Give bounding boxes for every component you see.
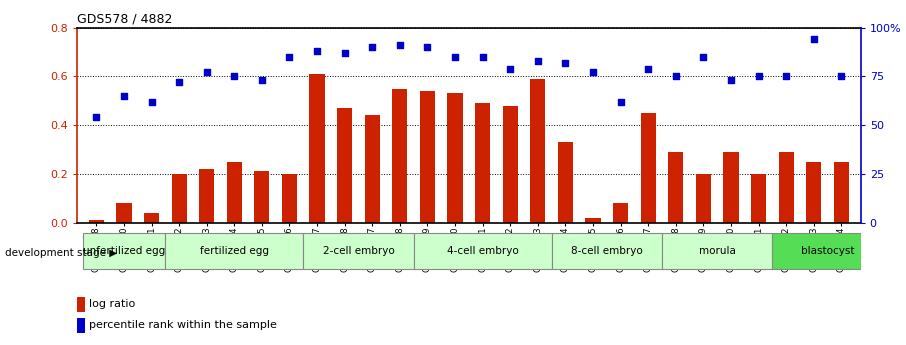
Bar [613,203,628,223]
Bar [414,233,552,269]
Point [641,66,655,71]
Point [613,99,628,105]
Bar [337,108,352,223]
Bar [778,152,794,223]
Point [586,70,601,75]
Bar [662,233,773,269]
Bar [834,161,849,223]
Point [227,73,242,79]
Point [392,42,407,48]
Bar [310,74,324,223]
Bar [199,169,215,223]
Point [669,73,683,79]
Bar [530,79,545,223]
Text: log ratio: log ratio [89,299,135,309]
Bar [226,161,242,223]
Point [144,99,159,105]
Bar [696,174,711,223]
Point [89,115,103,120]
Point [834,73,849,79]
Bar [419,91,435,223]
Bar [255,171,269,223]
Text: 2-cell embryo: 2-cell embryo [323,246,394,256]
Bar [669,152,683,223]
Text: blastocyst: blastocyst [801,246,854,256]
Bar [171,174,187,223]
Bar [585,218,601,223]
Bar [165,233,304,269]
Point [751,73,766,79]
Point [696,54,710,60]
Point [172,79,187,85]
Point [531,58,545,63]
Bar [282,174,297,223]
Point [255,78,269,83]
Bar [116,203,131,223]
Text: morula: morula [699,246,736,256]
Bar [304,233,414,269]
Text: 8-cell embryo: 8-cell embryo [571,246,642,256]
Bar [475,103,490,223]
Point [806,37,821,42]
Point [337,50,352,56]
Point [199,70,214,75]
Text: fertilized egg: fertilized egg [200,246,269,256]
Bar [82,233,165,269]
Bar [392,89,408,223]
Point [310,48,324,54]
Bar [773,233,882,269]
Point [503,66,517,71]
Point [476,54,490,60]
Point [724,78,738,83]
Bar [503,106,518,223]
Text: unfertilized egg: unfertilized egg [82,246,165,256]
Text: development stage ▶: development stage ▶ [5,248,117,257]
Text: percentile rank within the sample: percentile rank within the sample [89,320,276,330]
Bar [806,161,822,223]
Point [117,93,131,99]
Bar [89,220,104,223]
Bar [641,113,656,223]
Point [448,54,462,60]
Bar [558,142,573,223]
Bar [552,233,662,269]
Point [779,73,794,79]
Point [365,44,380,50]
Point [283,54,297,60]
Text: GDS578 / 4882: GDS578 / 4882 [77,12,172,25]
Bar [77,318,85,333]
Point [558,60,573,66]
Bar [144,213,159,223]
Bar [723,152,738,223]
Bar [365,115,380,223]
Text: 4-cell embryo: 4-cell embryo [447,246,518,256]
Bar [751,174,766,223]
Point [420,44,435,50]
Bar [77,297,85,312]
Bar [448,93,463,223]
